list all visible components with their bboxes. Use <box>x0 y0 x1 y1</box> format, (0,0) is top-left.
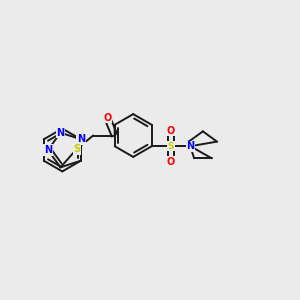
Text: O: O <box>103 113 111 123</box>
Text: N: N <box>77 134 85 144</box>
Text: S: S <box>73 144 80 154</box>
Text: O: O <box>167 126 175 136</box>
Text: N: N <box>44 145 52 155</box>
Text: S: S <box>168 142 174 151</box>
Text: N: N <box>56 128 64 138</box>
Text: O: O <box>167 157 175 167</box>
Text: N: N <box>186 141 194 151</box>
